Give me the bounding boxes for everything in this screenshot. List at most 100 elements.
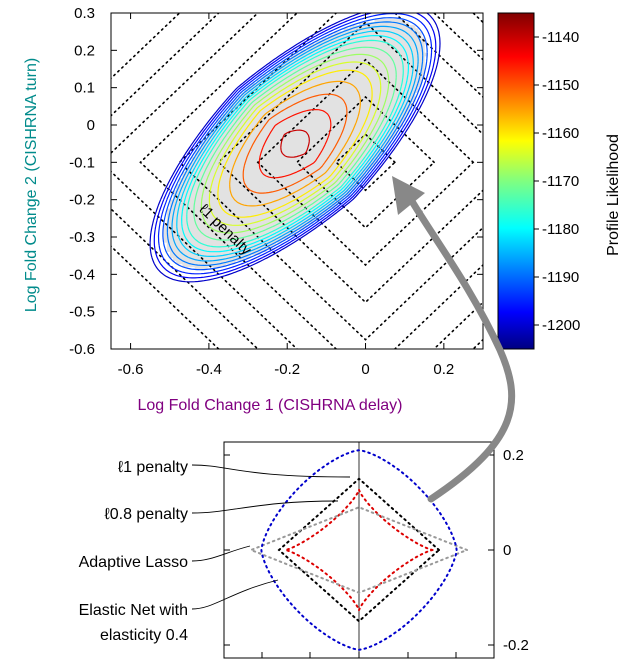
shade-cell [256, 153, 261, 158]
shade-cell [290, 184, 295, 188]
shade-cell [328, 49, 332, 54]
shade-cell [222, 226, 227, 231]
shade-cell [337, 74, 341, 78]
shade-cell [334, 150, 338, 155]
shade-cell [207, 156, 211, 161]
shade-cell [197, 153, 202, 158]
shade-cell [293, 205, 298, 210]
shade-cell [380, 122, 385, 127]
shade-cell [362, 98, 366, 103]
shade-cell [371, 98, 376, 103]
shade-cell [334, 141, 338, 145]
shade-cell [259, 184, 264, 188]
shade-cell [396, 52, 400, 57]
shade-cell [247, 101, 252, 106]
shade-cell [284, 165, 289, 170]
shade-cell [349, 71, 354, 75]
shade-cell [188, 260, 193, 265]
shade-cell [297, 208, 301, 213]
shade-cell [368, 64, 372, 69]
shade-cell [278, 202, 283, 207]
shade-cell [374, 49, 379, 54]
shade-cell [355, 110, 360, 115]
shade-cell [238, 132, 242, 136]
shade-cell [393, 71, 397, 75]
shade-cell [266, 202, 270, 207]
shade-cell [346, 104, 351, 109]
shade-cell [399, 40, 403, 45]
shade-cell [235, 150, 239, 155]
shade-cell [306, 199, 310, 203]
shade-cell [331, 83, 335, 87]
shade-cell [365, 144, 369, 148]
shade-cell [272, 171, 276, 176]
shade-cell [309, 211, 314, 216]
shade-cell [235, 242, 239, 246]
shade-cell [309, 67, 314, 72]
shade-cell [250, 171, 255, 176]
shade-cell [374, 135, 379, 139]
shade-cell [247, 147, 252, 152]
shade-cell [253, 132, 258, 136]
shade-cell [365, 98, 369, 103]
shade-cell [287, 202, 292, 207]
penalty-shape--0-8-penalty [285, 489, 433, 611]
shade-cell [216, 257, 221, 262]
shade-cell [405, 64, 410, 69]
shade-cell [297, 71, 301, 75]
shade-cell [365, 153, 369, 158]
shade-cell [368, 58, 372, 63]
shade-cell [228, 232, 233, 237]
shade-cell [207, 177, 211, 182]
shade-cell [250, 116, 255, 121]
shade-cell [417, 64, 422, 69]
shade-cell [312, 98, 317, 103]
shade-cell [176, 223, 180, 228]
shade-cell [306, 119, 310, 124]
shade-cell [321, 208, 326, 213]
shade-cell [272, 211, 276, 216]
inset-x-ticks [261, 652, 457, 658]
shade-cell [346, 156, 351, 161]
shade-cell [303, 92, 307, 97]
shade-cell [269, 92, 273, 97]
shade-cell [340, 55, 345, 60]
shade-cell [408, 95, 413, 100]
shade-cell [244, 116, 248, 121]
shade-cell [275, 80, 279, 84]
shade-cell [272, 193, 276, 197]
shade-cell [244, 202, 248, 207]
shade-cell [328, 135, 332, 139]
shade-cell [386, 98, 391, 103]
shade-cell [337, 147, 341, 152]
shade-cell [188, 226, 193, 231]
shade-cell [228, 168, 233, 173]
shade-cell [402, 104, 407, 109]
shade-cell [293, 110, 298, 115]
shade-cell [328, 55, 332, 60]
likelihood-contour [217, 69, 373, 218]
shade-cell [269, 199, 273, 203]
shade-cell [247, 119, 252, 124]
shade-cell [266, 214, 270, 219]
shade-cell [331, 181, 335, 185]
shade-cell [253, 165, 258, 170]
shade-cell [216, 263, 221, 268]
shade-cell [399, 71, 403, 75]
shade-cell [247, 162, 252, 167]
shade-cell [275, 190, 279, 194]
shade-cell [405, 52, 410, 57]
shade-cell [371, 86, 376, 90]
shade-cell [266, 126, 270, 130]
shade-cell [300, 223, 304, 228]
shade-cell [346, 110, 351, 115]
shade-cell [235, 220, 239, 225]
shade-cell [318, 153, 323, 158]
shade-cell [200, 232, 205, 237]
shade-cell [228, 205, 233, 210]
shade-cell [337, 86, 341, 90]
shade-cell [290, 208, 295, 213]
shade-cell [321, 211, 326, 216]
shade-cell [182, 229, 186, 234]
shade-cell [173, 208, 177, 213]
